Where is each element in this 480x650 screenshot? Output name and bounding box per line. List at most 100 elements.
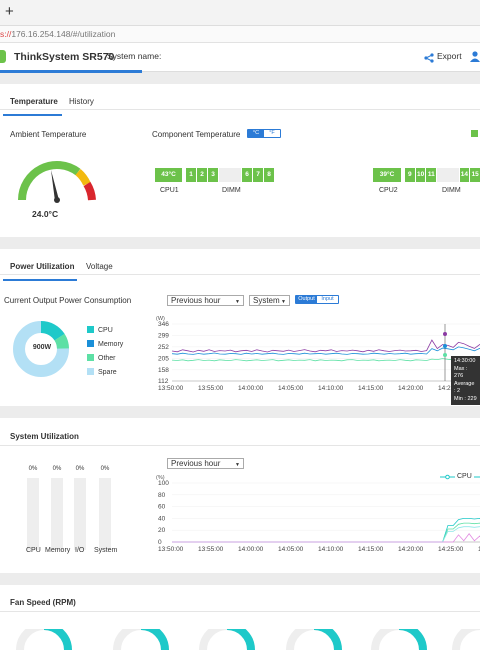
y-tick-label: 158	[158, 367, 169, 374]
cpu1-dimm-label: DIMM	[222, 187, 241, 194]
export-button[interactable]: Export	[437, 51, 462, 61]
chevron-down-icon: ▼	[235, 462, 240, 468]
divider	[0, 611, 480, 612]
ambient-temperature-label: Ambient Temperature	[10, 130, 87, 139]
lenovo-logo-icon	[0, 50, 6, 63]
hover-point	[443, 353, 447, 357]
x-tick-label: 14:20:00	[398, 546, 424, 553]
cpu2-dimm-label: DIMM	[442, 187, 461, 194]
dimm-slot[interactable]: 14	[459, 168, 470, 182]
dimm-slot[interactable]: 6	[242, 168, 252, 182]
browser-tab-bar: +	[0, 0, 480, 26]
legend-spare: Spare	[87, 368, 117, 376]
x-tick-label: 13:55:00	[198, 385, 224, 392]
legend-swatch	[87, 354, 94, 361]
legend-other: Other	[87, 354, 116, 362]
input-option[interactable]: Input	[321, 296, 334, 302]
fan-speed-title: Fan Speed (RPM)	[10, 598, 76, 607]
system-util-pct: 0%	[100, 466, 110, 472]
dimm-slot[interactable]: 7	[253, 168, 263, 182]
system-name-label: System name:	[107, 51, 162, 61]
unit-fahrenheit-option[interactable]: °F	[269, 130, 275, 136]
util-period-select[interactable]: Previous hour ▼	[167, 458, 244, 469]
power-consumption-label: Current Output Power Consumption	[4, 296, 132, 305]
chart-tooltip: 14:30:00 Max : 276 Average : 2 Min : 229	[451, 356, 480, 405]
legend-swatch	[87, 368, 94, 375]
x-tick-label: 14:15:00	[358, 546, 384, 553]
product-name: ThinkSystem SR570	[14, 51, 115, 63]
legend-swatch	[87, 326, 94, 333]
y-tick-label: 40	[158, 515, 166, 522]
hover-point	[443, 332, 447, 336]
y-tick-label: 205	[158, 355, 169, 362]
user-icon[interactable]	[470, 51, 480, 63]
dimm-slot[interactable]: 9	[405, 168, 415, 182]
x-tick-label: 14:20:00	[398, 385, 424, 392]
dimm-slot[interactable]: 15	[470, 168, 480, 182]
address-bar[interactable]: s://176.16.254.148/#/utilization	[0, 26, 480, 43]
x-tick-label: 13:55:00	[198, 546, 224, 553]
output-option[interactable]: Output	[296, 296, 317, 303]
memory-util-pct: 0%	[52, 466, 62, 472]
power-donut	[13, 321, 69, 377]
new-tab-button[interactable]: +	[5, 3, 14, 20]
utilization-line-chart: (%) 0 20 40 60 80 100 13:50:00 13:55:00 14:00:00 1…	[156, 475, 480, 553]
cpu2-temperature[interactable]: 39°C	[373, 168, 401, 182]
system-util-bar	[99, 478, 111, 550]
legend-cpu: CPU	[87, 326, 113, 334]
temperature-unit-toggle[interactable]: °C °F	[247, 129, 281, 138]
y-tick-label: 299	[158, 332, 169, 339]
y-tick-label: 346	[158, 321, 169, 328]
power-scope-select[interactable]: System ▼	[249, 295, 290, 306]
legend-green-square	[471, 130, 478, 137]
series-line-2	[172, 526, 480, 543]
power-io-toggle[interactable]: Output Input	[295, 295, 339, 304]
cpu2-dimm-group[interactable]: 9 10 11 14 15	[405, 168, 480, 182]
power-tabs: Power Utilization Voltage	[0, 249, 480, 281]
tab-power-utilization[interactable]: Power Utilization	[10, 262, 75, 271]
power-card: Power Utilization Voltage Current Output…	[0, 249, 480, 406]
tab-temperature[interactable]: Temperature	[10, 97, 58, 106]
x-tick-label: 13:50:00	[158, 546, 184, 553]
series-line-0	[171, 339, 480, 353]
cpu-util-bar	[27, 478, 39, 550]
chevron-down-icon: ▼	[235, 299, 240, 305]
tab-history[interactable]: History	[69, 97, 94, 106]
system-utilization-title: System Utilization	[10, 432, 79, 441]
legend-more-line-icon	[474, 476, 480, 478]
legend-cpu-line-icon	[440, 474, 455, 480]
power-line-chart: (W) 112 158 205 252 299 346 13:50:00 13:55:00 14:…	[156, 316, 480, 392]
dimm-slot[interactable]: 10	[415, 168, 426, 182]
cpu1-temperature[interactable]: 43°C	[155, 168, 182, 182]
chevron-down-icon: ▼	[281, 299, 286, 305]
y-tick-label: 112	[158, 378, 169, 385]
cpu-util-pct: 0%	[28, 466, 38, 472]
temperature-tabs: Temperature History	[0, 84, 480, 116]
y-axis-unit: (%)	[156, 475, 165, 481]
dimm-slot[interactable]: 3	[208, 168, 218, 182]
system-utilization-card: System Utilization 0% 0% 0% 0% CPU Memor…	[0, 418, 480, 573]
x-tick-label: 14:00:00	[238, 546, 264, 553]
fan-gauge	[199, 629, 255, 650]
tab-voltage[interactable]: Voltage	[86, 262, 113, 271]
io-util-label: I/O	[75, 547, 85, 554]
cpu1-dimm-group[interactable]: 1 2 3 6 7 8	[186, 168, 276, 182]
x-tick-label: 14:10:00	[318, 385, 344, 392]
fan-gauge	[371, 629, 427, 650]
unit-celsius-option[interactable]: °C	[248, 130, 264, 137]
system-util-label: System	[94, 547, 118, 554]
share-icon[interactable]	[424, 53, 434, 63]
dimm-slot[interactable]: 11	[426, 168, 437, 182]
legend-memory: Memory	[87, 340, 123, 348]
power-period-select[interactable]: Previous hour ▼	[167, 295, 244, 306]
io-util-bar	[74, 478, 86, 550]
component-temperature-label: Component Temperature	[152, 130, 241, 139]
memory-util-bar	[51, 478, 63, 550]
fan-gauges-row	[16, 629, 480, 650]
x-tick-label: 14:05:00	[278, 385, 304, 392]
x-tick-label: 14:10:00	[318, 546, 344, 553]
fan-gauge	[113, 629, 169, 650]
dimm-slot[interactable]: 8	[264, 168, 274, 182]
dimm-slot[interactable]: 2	[197, 168, 207, 182]
dimm-slot[interactable]: 1	[186, 168, 196, 182]
